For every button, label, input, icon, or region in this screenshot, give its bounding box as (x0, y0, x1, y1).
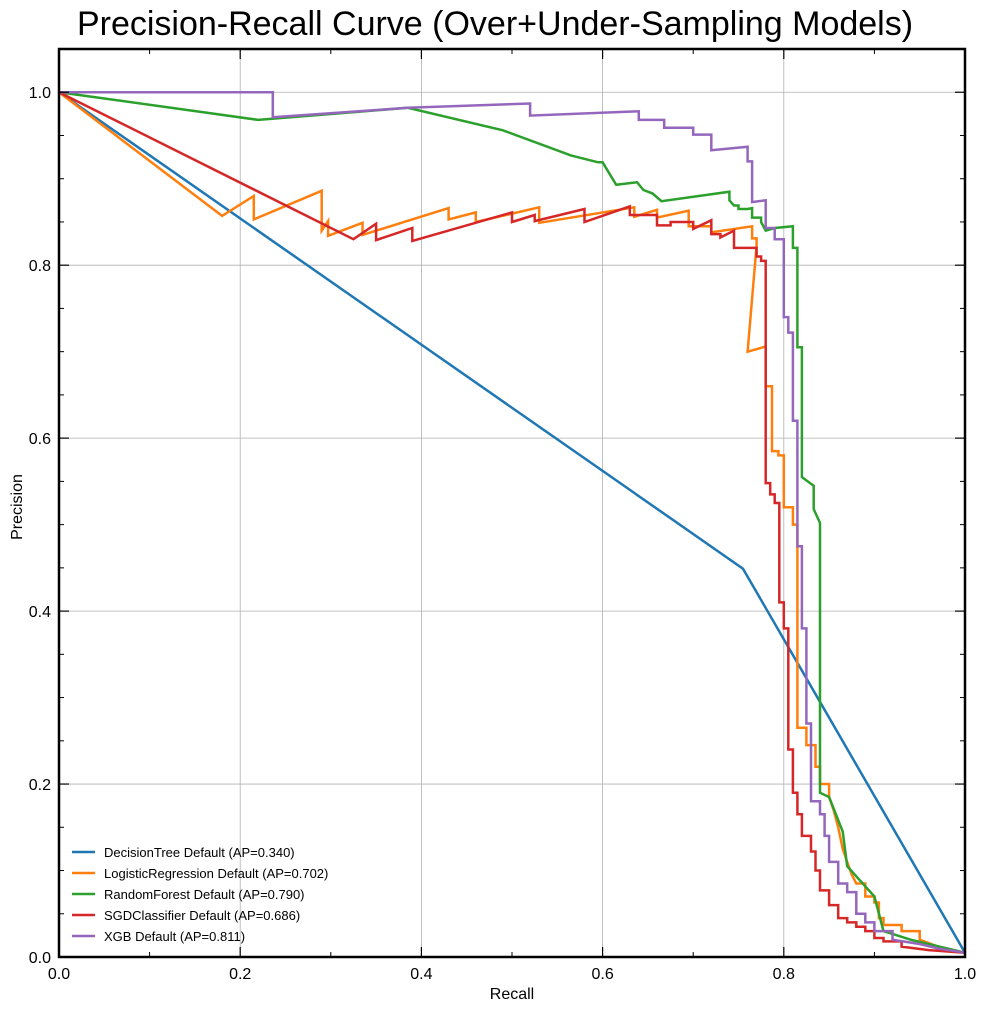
x-tick-label: 0.4 (410, 966, 432, 983)
series-line-0 (58, 91, 967, 954)
legend: DecisionTree Default (AP=0.340) LogisticR… (72, 845, 328, 944)
grid (58, 49, 966, 958)
legend-label-3: SGDClassifier Default (AP=0.686) (104, 908, 300, 923)
y-axis-label: Precision (9, 474, 26, 540)
series-line-1 (58, 91, 966, 954)
y-tick-label: 0.8 (29, 258, 51, 275)
chart-title: Precision-Recall Curve (Over+Under-Sampl… (77, 5, 913, 43)
y-tick-label: 0.4 (29, 604, 51, 621)
plot-frame (57, 47, 967, 959)
y-tick-label: 0.2 (29, 777, 51, 794)
legend-label-0: DecisionTree Default (AP=0.340) (104, 845, 295, 860)
series-line-4 (59, 90, 966, 954)
x-tick-label: 1.0 (954, 966, 976, 983)
series-lines (58, 90, 967, 954)
legend-label-4: XGB Default (AP=0.811) (104, 929, 245, 944)
y-tick-label: 0.0 (29, 950, 51, 967)
legend-label-2: RandomForest Default (AP=0.790) (104, 887, 305, 902)
x-axis-label: Recall (490, 986, 534, 1003)
y-tick-label: 0.6 (29, 431, 51, 448)
legend-label-1: LogisticRegression Default (AP=0.702) (104, 866, 328, 881)
x-tick-label: 0.2 (229, 966, 251, 983)
axis-ticks: 0.0 0.2 0.4 0.6 0.8 1.0 0.0 0.2 0.4 0.6 0.8 1.0 (29, 49, 976, 983)
series-line-3 (58, 91, 966, 954)
x-tick-label: 0.0 (48, 966, 70, 983)
series-line-2 (58, 90, 966, 954)
x-tick-label: 0.8 (773, 966, 795, 983)
x-tick-label: 0.6 (591, 966, 613, 983)
y-tick-label: 1.0 (29, 85, 51, 102)
